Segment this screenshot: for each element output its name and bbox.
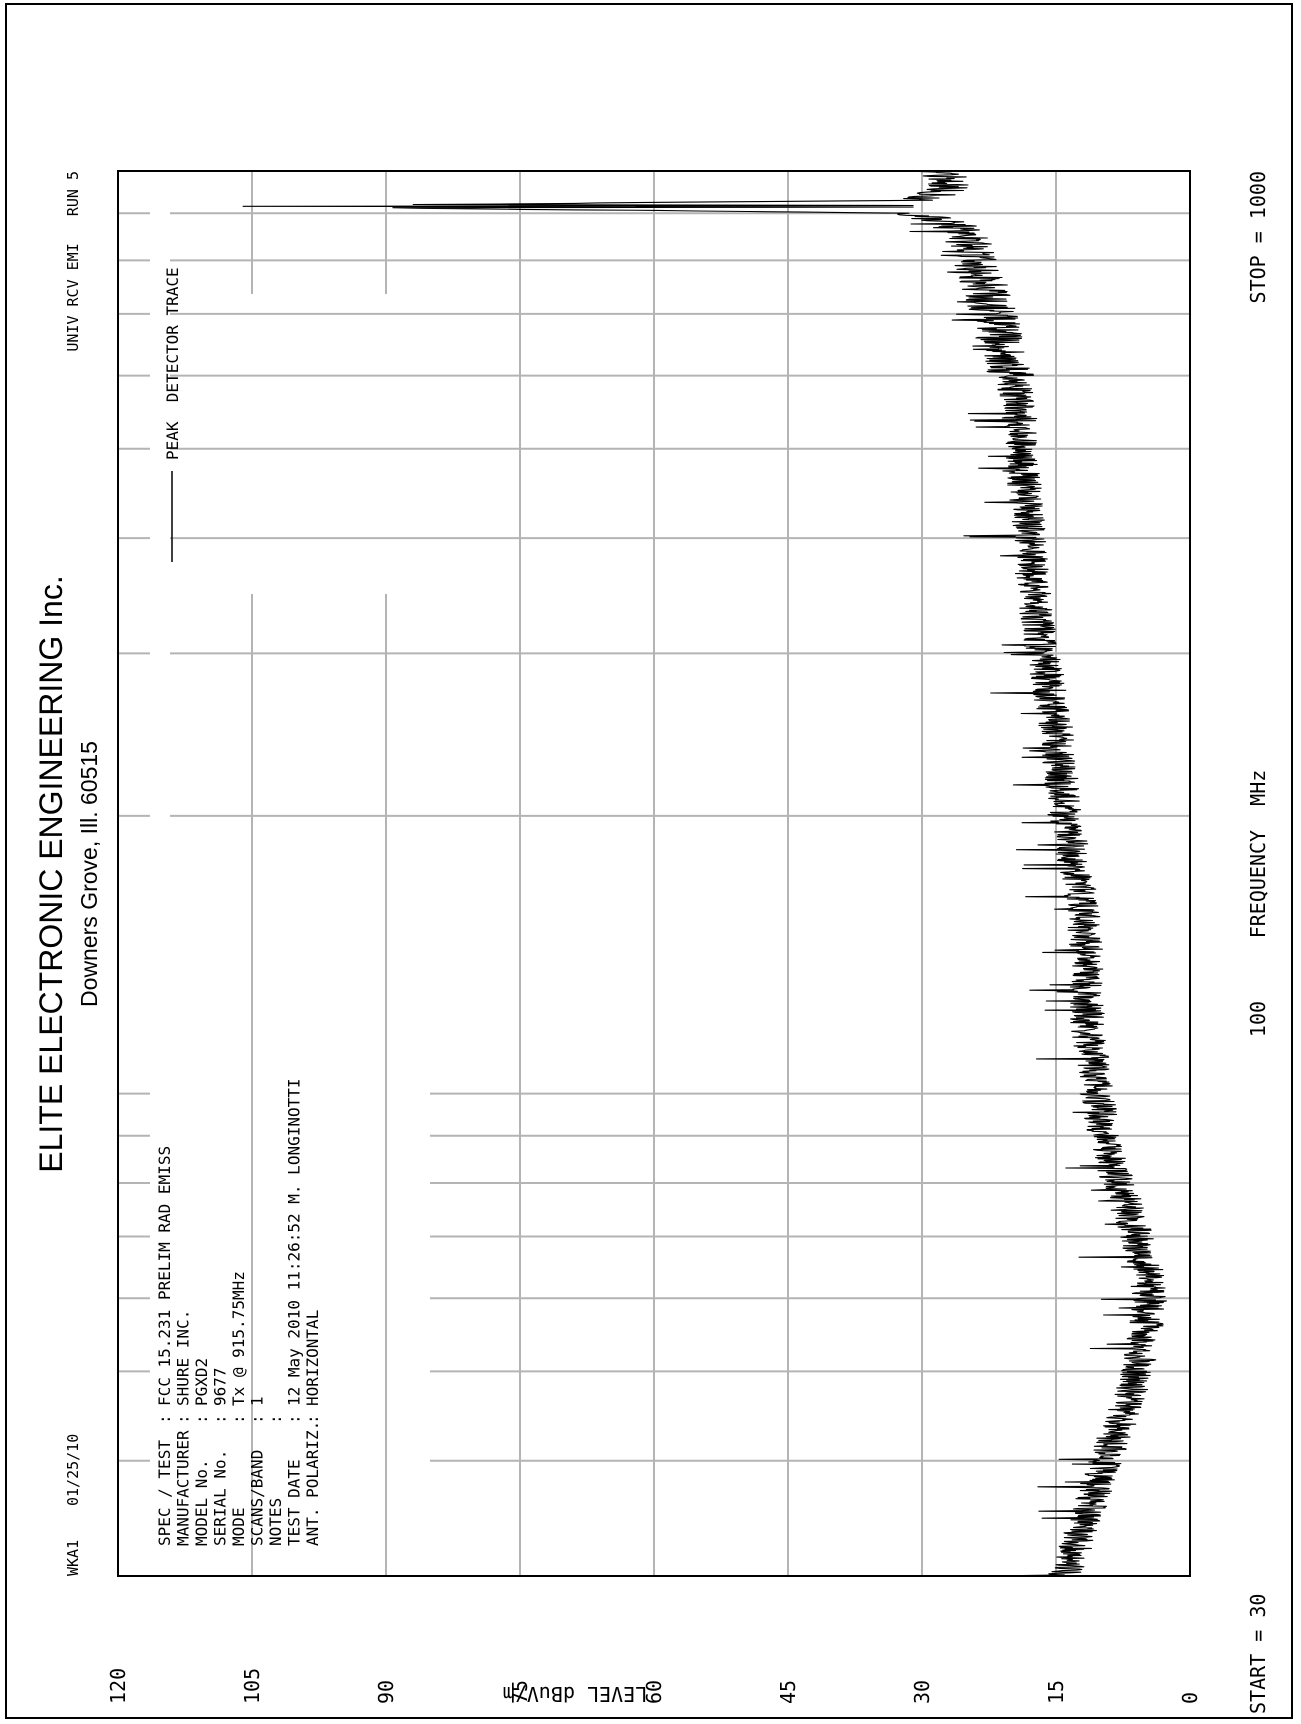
header-date: 01/25/10 <box>64 1434 82 1506</box>
company-address: Downers Grove, Ill. 60515 <box>76 741 102 1007</box>
x-mid-label: 100 <box>1246 1001 1270 1037</box>
info-label: MODEL No. <box>192 1459 211 1546</box>
x-start-label: START = 30 <box>1246 1594 1270 1714</box>
company-name: ELITE ELECTRONIC ENGINEERING Inc. <box>33 575 69 1172</box>
info-label: SERIAL No. <box>211 1450 230 1546</box>
info-colon: : <box>303 1414 322 1424</box>
trace-group <box>242 170 1167 1577</box>
info-label: SPEC / TEST <box>155 1440 174 1546</box>
info-value: 1 <box>248 1396 267 1406</box>
info-label: SCANS/BAND <box>248 1450 267 1546</box>
test-info-block: SPEC / TEST:FCC 15.231 PRELIM RAD EMISSM… <box>155 1078 322 1546</box>
page-border <box>5 3 1293 1719</box>
info-label: ANT. POLARIZ. <box>303 1421 322 1546</box>
y-tick-label: 0 <box>1178 1692 1202 1704</box>
y-tick-label: 105 <box>240 1668 264 1704</box>
info-label: MODE <box>229 1507 248 1546</box>
y-axis-title: LEVEL dBuV/m <box>503 1682 648 1706</box>
info-colon: : <box>248 1414 267 1424</box>
info-value: 9677 <box>211 1367 230 1406</box>
y-tick-label: 45 <box>776 1680 800 1704</box>
peak-detector-trace <box>242 170 1167 1577</box>
info-colon: : <box>285 1414 304 1424</box>
plot-frame <box>117 170 1191 1577</box>
y-tick-label: 75 <box>508 1680 532 1704</box>
y-tick-labels: 120 105 90 75 60 45 30 15 0 <box>106 1668 1202 1704</box>
header-id: WKA1 <box>64 1540 82 1576</box>
info-colon: : <box>266 1414 285 1424</box>
info-colon: : <box>192 1414 211 1424</box>
info-value: HORIZONTAL <box>303 1310 322 1406</box>
info-value: 12 May 2010 11:26:52 M. LONGINOTTI <box>285 1078 304 1406</box>
y-tick-label: 30 <box>910 1680 934 1704</box>
info-value: SHURE INC. <box>174 1310 193 1406</box>
info-colon: : <box>174 1414 193 1424</box>
info-colon: : <box>155 1414 174 1424</box>
y-tick-label: 15 <box>1044 1680 1068 1704</box>
x-axis-title: FREQUENCY MHz <box>1246 770 1270 939</box>
info-value: Tx @ 915.75MHz <box>229 1271 248 1406</box>
info-label: MANUFACTURER <box>174 1430 193 1546</box>
legend-label: PEAK DETECTOR TRACE <box>163 267 182 460</box>
y-tick-label: 90 <box>374 1680 398 1704</box>
y-tick-label: 120 <box>106 1668 130 1704</box>
info-value: PGXD2 <box>192 1358 211 1406</box>
info-label: TEST DATE <box>285 1459 304 1546</box>
x-stop-label: STOP = 1000 <box>1246 171 1270 303</box>
info-label: NOTES <box>266 1498 285 1546</box>
info-colon: : <box>211 1414 230 1424</box>
y-tick-label: 60 <box>642 1680 666 1704</box>
grid-lines <box>118 171 1190 1576</box>
info-value: FCC 15.231 PRELIM RAD EMISS <box>155 1146 174 1406</box>
info-colon: : <box>229 1414 248 1424</box>
header-run: UNIV RCV EMI RUN 5 <box>64 171 82 352</box>
